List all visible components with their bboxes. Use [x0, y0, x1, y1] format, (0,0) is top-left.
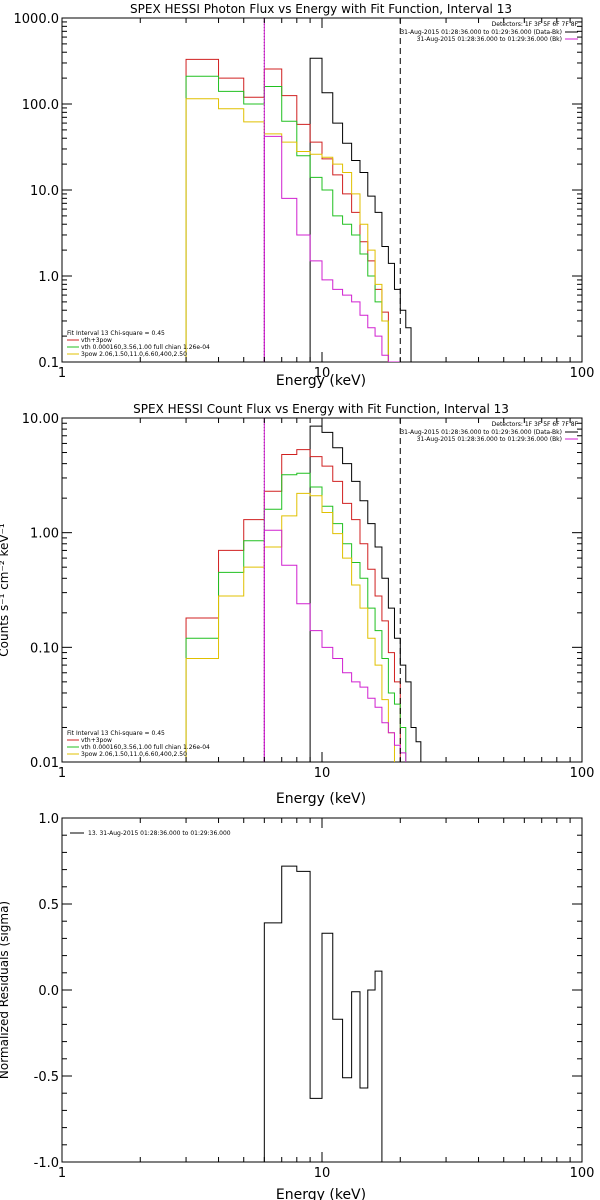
series-line-3 [185, 98, 389, 362]
y-tick-label: 1.0 [38, 812, 59, 827]
plot-area: 1 10 100 -1.0 -0.5 0.0 0.5 1.0 13. 31-Aug-2015 0… [34, 812, 595, 1181]
y-tick-label: 0.10 [30, 641, 59, 656]
count-flux-panel: SPEX HESSI Count Flux vs Energy with Fit… [0, 402, 594, 807]
chart-title: SPEX HESSI Photon Flux vs Energy with Fi… [130, 2, 512, 16]
x-tick-label: 1 [58, 766, 66, 781]
detectors-note: Detectors: 1F 3F 5F 6F 7F 8F [492, 21, 579, 28]
legend-entry: 3pow 2.06,1.50,11.0,6.60,400,2.50 [81, 751, 187, 758]
legend-entry: 3pow 2.06,1.50,11.0,6.60,400,2.50 [81, 351, 187, 358]
x-axis-label: Energy (keV) [276, 1187, 366, 1200]
series-line-0 [263, 865, 383, 1162]
x-tick-label: 1 [58, 1166, 66, 1181]
time-interval-note: 31-Aug-2015 01:28:36.000 to 01:29:36.000… [400, 29, 562, 36]
y-tick-label: -1.0 [34, 1156, 59, 1171]
x-tick-label: 100 [570, 766, 595, 781]
legend-entry: vth+3pow [81, 737, 112, 744]
photon-flux-panel: SPEX HESSI Photon Flux vs Energy with Fi… [14, 2, 595, 389]
y-tick-label: 0.5 [38, 898, 59, 913]
series-line-4 [263, 135, 401, 362]
y-tick-label: 10.0 [30, 184, 59, 199]
y-axis-label: Normalized Residuals (sigma) [0, 901, 11, 1079]
x-tick-label: 10 [314, 1166, 331, 1181]
y-tick-label: 1.00 [30, 527, 59, 542]
x-tick-label: 10 [314, 766, 331, 781]
y-tick-label: 0.1 [38, 356, 59, 371]
legend-entry: vth 0.000160,3.56,1.00 full chian 1.26e-… [81, 344, 210, 351]
x-tick-label: 10 [314, 366, 331, 381]
x-axis-label: Energy (keV) [276, 373, 366, 389]
time-interval-note: 31-Aug-2015 01:28:36.000 to 01:29:36.000… [417, 436, 562, 443]
detectors-note: Detectors: 1F 3F 5F 6F 7F 8F [492, 421, 579, 428]
y-tick-label: 100.0 [22, 98, 59, 113]
time-interval-note: 31-Aug-2015 01:28:36.000 to 01:29:36.000… [417, 36, 562, 43]
series-line-3 [185, 492, 395, 762]
data-layer [185, 418, 426, 762]
plot-frame [61, 417, 583, 763]
legend-header: Fit Interval 13 Chi-square = 0.45 [67, 730, 165, 737]
y-tick-label: -0.5 [34, 1070, 59, 1085]
y-tick-label: 10.00 [22, 412, 59, 427]
x-tick-label: 100 [570, 1166, 595, 1181]
y-tick-label: 0.0 [38, 984, 59, 999]
x-tick-label: 1 [58, 366, 66, 381]
series-line-4 [263, 529, 407, 762]
y-tick-label: 1.0 [38, 270, 59, 285]
x-tick-label: 100 [570, 366, 595, 381]
y-axis-label: Counts s⁻¹ cm⁻² keV⁻¹ [0, 523, 11, 657]
y-tick-label: 1000.0 [14, 12, 60, 27]
series-line-2 [185, 75, 395, 362]
plot-area: 1 10 100 0.01 0.10 1.00 10.00 Fit Interval 13 C… [22, 412, 595, 781]
series-line-1 [185, 449, 401, 762]
chart-title: SPEX HESSI Count Flux vs Energy with Fit… [133, 402, 509, 416]
legend-entry: 13. 31-Aug-2015 01:28:36.000 to 01:29:36… [88, 830, 231, 837]
time-interval-note: 31-Aug-2015 01:28:36.000 to 01:29:36.000… [400, 429, 562, 436]
data-layer [263, 865, 383, 1162]
residuals-panel: Normalized Residuals (sigma) 1 10 100 -1.0 -… [0, 812, 594, 1200]
series-line-1 [185, 58, 389, 362]
series-line-0 [309, 57, 421, 362]
legend-entry: vth+3pow [81, 337, 112, 344]
legend-header: Fit Interval 13 Chi-square = 0.45 [67, 330, 165, 337]
x-axis-label: Energy (keV) [276, 791, 366, 807]
y-tick-label: 0.01 [30, 756, 59, 771]
legend-entry: vth 0.000160,3.56,1.00 full chian 1.26e-… [81, 744, 210, 751]
data-layer [185, 18, 421, 362]
plot-area: 1 10 100 0.1 1.0 10.0 100.0 1000.0 Fit Interval … [14, 12, 595, 381]
series-line-0 [309, 425, 426, 762]
